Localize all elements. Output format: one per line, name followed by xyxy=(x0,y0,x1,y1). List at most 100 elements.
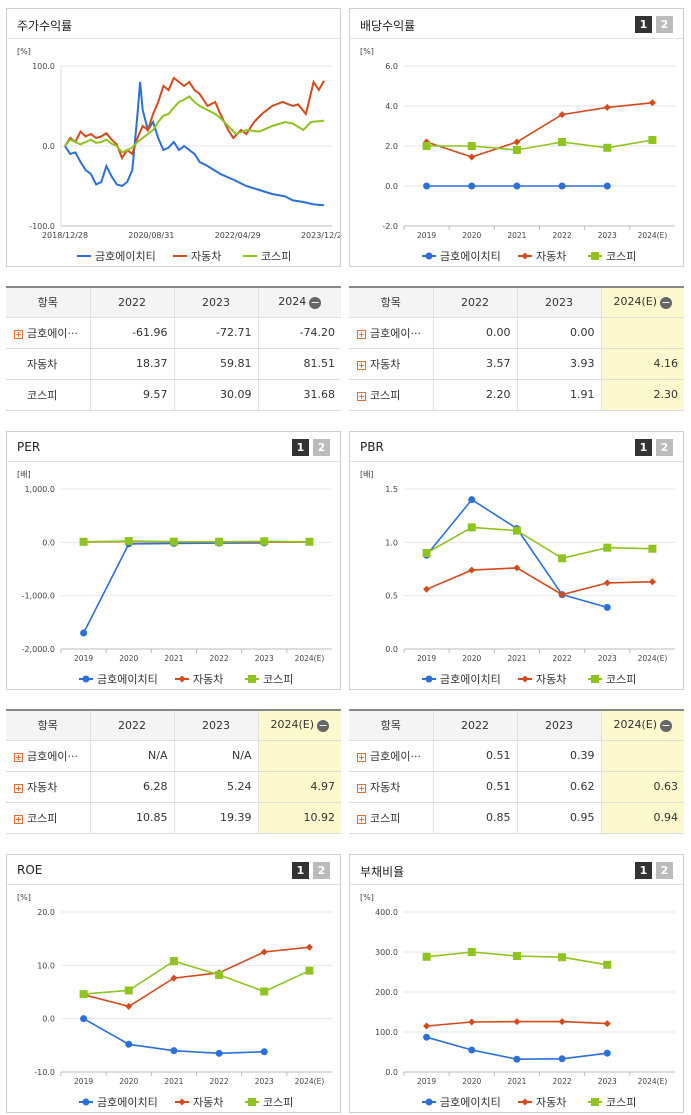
legend-label: 코스피 xyxy=(263,1096,293,1109)
legend-marker xyxy=(521,675,529,683)
collapse-column-icon[interactable]: − xyxy=(660,719,673,733)
axis-unit-label: [%] xyxy=(360,47,374,56)
legend-label: 코스피 xyxy=(606,673,636,686)
row-name-cell: + 자동차 xyxy=(6,771,91,803)
table-cell: -74.20 xyxy=(258,317,341,349)
data-point xyxy=(512,146,521,154)
add-compare-icon[interactable]: + xyxy=(357,814,366,824)
series-line xyxy=(426,526,653,560)
table-header-cell: 2022 xyxy=(90,710,175,741)
row-name-cell: + 코스피 xyxy=(6,802,91,834)
y-tick-label: 2.0 xyxy=(385,142,398,151)
data-point xyxy=(423,1033,431,1041)
data-point xyxy=(603,143,612,152)
add-compare-icon[interactable]: + xyxy=(14,752,23,762)
data-point xyxy=(558,1055,566,1063)
data-point xyxy=(215,1049,223,1057)
data-point xyxy=(468,1018,476,1026)
y-tick-label: 0.0 xyxy=(42,538,55,547)
table-cell: 0.00 xyxy=(517,317,602,349)
legend-marker xyxy=(178,675,186,683)
y-tick-label: 300.0 xyxy=(375,948,398,957)
table-cell: 0.62 xyxy=(517,771,602,803)
data-point xyxy=(558,554,567,563)
table-header-cell: 2024− xyxy=(258,287,341,318)
series-1 xyxy=(423,1018,611,1030)
data-point xyxy=(603,103,611,111)
chart-toggle-button-1[interactable]: 1 xyxy=(635,439,652,456)
panel-title: 부채비율 xyxy=(360,865,405,879)
x-tick-label: 2020 xyxy=(462,1077,481,1086)
add-compare-icon[interactable]: + xyxy=(14,329,23,339)
table-cell: -72.71 xyxy=(174,317,259,349)
table-cell: -61.96 xyxy=(90,317,175,349)
chart-toggle-button-1[interactable]: 1 xyxy=(292,439,309,456)
y-tick-label: 1.0 xyxy=(385,538,398,547)
add-compare-icon[interactable]: + xyxy=(357,360,366,370)
table-cell xyxy=(601,740,684,772)
x-tick-label: 2022 xyxy=(553,231,572,240)
data-point xyxy=(512,952,521,960)
chart-toggle-button-2[interactable]: 2 xyxy=(656,439,673,456)
chart-toggle-button-2[interactable]: 2 xyxy=(313,862,330,879)
y-tick-label: 6.0 xyxy=(385,62,398,71)
add-compare-icon[interactable]: + xyxy=(357,752,366,762)
chart-panel-dividend-yield: 배당수익률 1 2 [%] 6.0 4.0 2.0 0.0 -2.0 2019 2020 2021 20… xyxy=(349,8,684,267)
chart-toggle-button-2[interactable]: 2 xyxy=(656,16,673,33)
data-point xyxy=(422,549,431,557)
chart-toggle-button-2[interactable]: 2 xyxy=(656,862,673,879)
add-compare-icon[interactable]: + xyxy=(357,329,366,339)
data-point xyxy=(468,153,476,161)
y-tick-label: 0.0 xyxy=(385,1068,398,1077)
table-row: 코스피 9.57 30.09 31.68 xyxy=(6,379,341,411)
table-header-cell: 2023 xyxy=(174,287,259,318)
data-point xyxy=(468,182,476,190)
table-stock-return: 항목 2022 2023 2024− + 금호에이··· -61.96 -72.71 -74.2… xyxy=(6,286,341,411)
chart-toggle-button-1[interactable]: 1 xyxy=(635,862,652,879)
table-cell: 0.51 xyxy=(433,771,518,803)
add-compare-icon[interactable]: + xyxy=(14,814,23,824)
collapse-column-icon[interactable]: − xyxy=(309,296,322,310)
data-point xyxy=(305,966,314,975)
x-tick-label: 2024(E) xyxy=(638,654,668,663)
y-tick-label: 0.0 xyxy=(42,142,55,151)
x-tick-label: 2021 xyxy=(507,231,526,240)
data-point xyxy=(305,537,314,546)
data-point xyxy=(79,537,88,546)
table-cell: 6.28 xyxy=(90,771,175,803)
y-tick-label: 10.0 xyxy=(37,961,55,970)
x-tick-label: 2019 xyxy=(417,654,436,663)
collapse-column-icon[interactable]: − xyxy=(317,719,330,733)
panel-header: PER 1 2 xyxy=(7,432,340,462)
x-tick-label: 2018/12/28 xyxy=(42,231,88,240)
chart-toggle-button-2[interactable]: 2 xyxy=(313,439,330,456)
y-tick-label: -2.0 xyxy=(382,222,398,231)
panel-header: 배당수익률 1 2 xyxy=(350,9,683,39)
row-name-label: 자동차 xyxy=(27,780,58,794)
row-name-cell: + 코스피 xyxy=(349,802,434,834)
y-tick-label: -1,000.0 xyxy=(22,592,55,601)
y-tick-label: -10.0 xyxy=(34,1068,55,1077)
series-line xyxy=(426,139,653,151)
data-point xyxy=(467,142,476,150)
chart-toggle-button-1[interactable]: 1 xyxy=(292,862,309,879)
collapse-column-icon[interactable]: − xyxy=(660,296,673,310)
data-point xyxy=(468,1046,476,1054)
chart-toggle-button-1[interactable]: 1 xyxy=(635,16,652,33)
panel-header: ROE 1 2 xyxy=(7,855,340,885)
table-row: + 금호에이··· 0.51 0.39 xyxy=(349,740,684,772)
add-compare-icon[interactable]: + xyxy=(357,783,366,793)
y-tick-label: 0.0 xyxy=(42,1015,55,1024)
add-compare-icon[interactable]: + xyxy=(357,391,366,401)
legend-label: 자동차 xyxy=(536,673,566,686)
table-cell: 31.68 xyxy=(258,379,341,411)
panel-header: 부채비율 1 2 xyxy=(350,855,683,885)
table-header-cell: 2022 xyxy=(90,287,175,318)
legend: 금호에이치티 자동차 코스피 xyxy=(422,1096,636,1109)
y-tick-label: 400.0 xyxy=(375,908,398,917)
series-line xyxy=(83,540,310,543)
add-compare-icon[interactable]: + xyxy=(14,783,23,793)
data-point xyxy=(124,537,133,545)
data-point xyxy=(124,986,133,995)
